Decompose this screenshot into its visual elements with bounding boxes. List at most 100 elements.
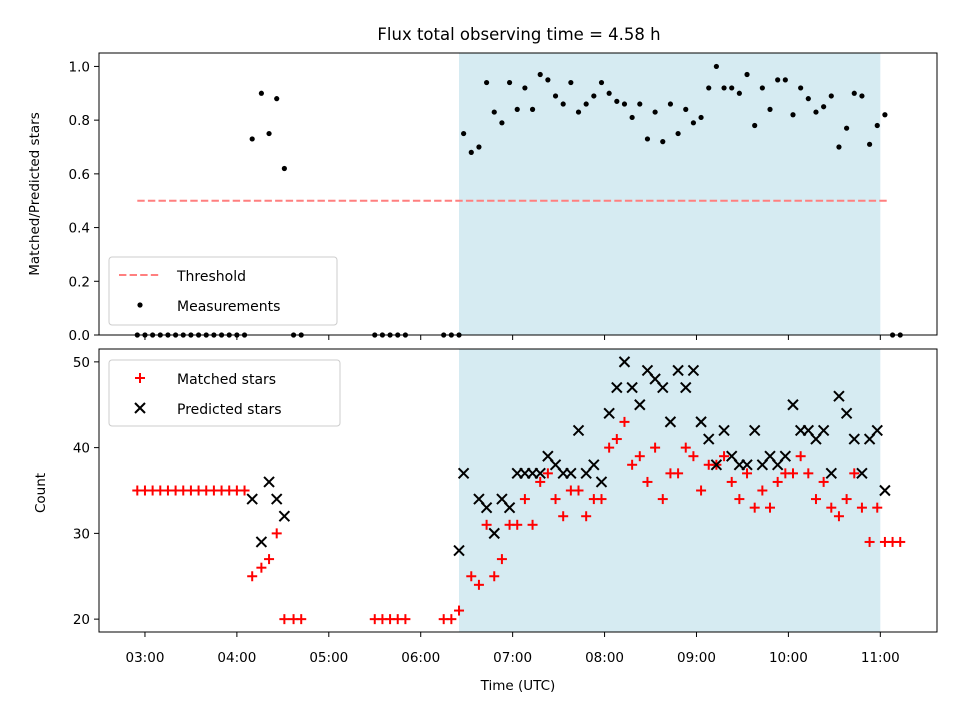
predicted-star-point — [879, 484, 891, 497]
predicted-star-point — [278, 510, 291, 522]
matched-star-point — [247, 571, 258, 582]
matched-star-point — [826, 502, 837, 513]
bottom-y-tick-label: 30 — [73, 526, 90, 542]
bottom-y-tick-label: 40 — [73, 441, 90, 457]
measurement-point — [821, 104, 827, 110]
measurement-point — [629, 114, 635, 121]
predicted-star-point — [565, 467, 577, 480]
matched-star-point — [650, 442, 661, 453]
matched-star-point — [581, 511, 592, 522]
matched-star-point — [833, 511, 844, 522]
measurement-point — [882, 112, 888, 118]
measurement-point — [729, 85, 735, 91]
measurement-point — [499, 120, 505, 126]
measurement-point — [775, 77, 781, 83]
measurement-point — [836, 144, 842, 150]
matched-star-point — [489, 571, 500, 582]
measurement-point — [506, 79, 513, 86]
matched-stars-points — [132, 416, 906, 625]
measurement-point — [281, 165, 287, 172]
predicted-star-point — [856, 467, 868, 480]
matched-star-point — [527, 519, 538, 530]
matched-star-point — [604, 442, 615, 453]
predicted-star-point — [480, 501, 493, 514]
measurement-point — [813, 109, 819, 115]
bottom-legend: Matched stars Predicted stars — [108, 359, 341, 427]
measurement-point — [476, 144, 482, 150]
predicted-star-point — [703, 433, 715, 445]
measurement-point — [644, 136, 651, 142]
measurement-point — [652, 109, 658, 115]
matched-star-point — [742, 468, 753, 479]
x-tick-label: 05:00 — [309, 650, 348, 666]
measurement-point — [690, 120, 697, 126]
measurement-point — [606, 90, 612, 96]
measurement-point — [637, 101, 643, 107]
measurement-point — [461, 130, 467, 137]
top-highlight-span — [459, 53, 881, 335]
measurement-point — [874, 122, 880, 129]
measurement-point — [706, 85, 712, 91]
measurement-point — [660, 139, 666, 145]
matched-star-point — [296, 614, 307, 625]
predicted-star-point — [664, 416, 677, 428]
x-tick-label: 09:00 — [677, 650, 716, 666]
measurement-point — [683, 106, 689, 112]
predicted-star-point — [825, 467, 837, 480]
matched-star-point — [627, 459, 638, 470]
legend-measurements-swatch — [137, 302, 143, 308]
matched-star-point — [271, 528, 282, 539]
predicted-star-point — [718, 424, 730, 437]
predicted-star-point — [741, 459, 753, 471]
matched-star-point — [279, 614, 290, 625]
predicted-star-point — [787, 399, 799, 411]
predicted-star-point — [611, 381, 623, 394]
predicted-star-point — [710, 459, 723, 471]
x-tick-label: 07:00 — [493, 650, 532, 666]
measurement-point — [713, 63, 719, 70]
matched-star-point — [239, 485, 250, 496]
measurement-point — [537, 71, 543, 78]
predicted-stars-points — [246, 356, 891, 557]
top-y-tick-label: 0.8 — [69, 113, 90, 129]
measurement-point — [866, 141, 873, 147]
predicted-star-point — [572, 424, 585, 437]
measurement-point — [790, 112, 796, 118]
matched-star-point — [673, 468, 684, 479]
matched-star-point — [719, 451, 730, 462]
measurement-point — [522, 85, 528, 91]
top-legend-box — [108, 256, 338, 326]
matched-star-point — [696, 485, 707, 496]
predicted-star-point — [534, 467, 546, 480]
predicted-star-point — [672, 364, 684, 377]
measurement-point — [575, 109, 582, 115]
measurement-point — [249, 136, 255, 142]
top-y-tick-label: 0.4 — [69, 221, 90, 237]
matched-star-point — [611, 434, 622, 445]
matched-star-point — [642, 476, 653, 487]
legend-plus-marker — [135, 373, 145, 383]
top-y-tick-label: 0.6 — [69, 167, 90, 183]
predicted-star-point — [840, 407, 853, 420]
matched-star-point — [726, 476, 737, 487]
measurement-point — [675, 130, 681, 137]
measurement-point — [782, 77, 788, 83]
predicted-star-point — [263, 476, 275, 488]
matched-star-point — [519, 494, 530, 505]
legend-threshold-label: Threshold — [176, 269, 246, 285]
top-y-tick-label: 1.0 — [69, 59, 90, 75]
matched-star-point — [818, 476, 829, 487]
measurement-point — [552, 93, 559, 99]
predicted-star-point — [603, 407, 615, 420]
predicted-star-point — [595, 476, 608, 488]
predicted-star-point — [488, 527, 500, 540]
matched-star-point — [895, 536, 906, 547]
matched-star-point — [810, 494, 821, 505]
legend-x-marker — [134, 402, 146, 414]
measurement-point — [591, 93, 597, 99]
top-y-axis-ticks: 0.0 0.2 0.4 0.6 0.8 1.0 — [69, 59, 99, 344]
measurement-point — [752, 122, 758, 129]
measurement-point — [844, 125, 850, 131]
predicted-star-point — [657, 381, 669, 394]
legend-predicted-label: Predicted stars — [177, 402, 282, 418]
